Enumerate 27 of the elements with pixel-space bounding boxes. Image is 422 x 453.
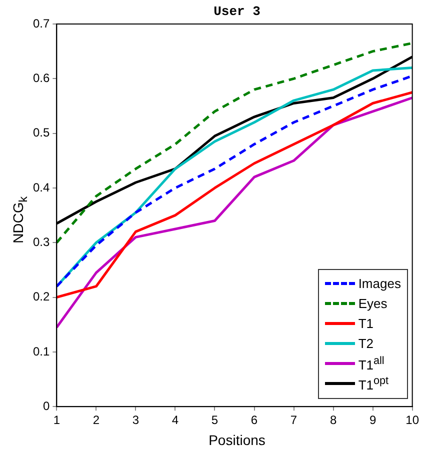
x-tick-label: 4 (172, 413, 179, 428)
legend-label: T1$^{all}$ (358, 354, 384, 372)
y-tick-label: 0.3 (32, 234, 50, 249)
legend-label: T2 (358, 336, 374, 352)
legend-label: Eyes (358, 296, 388, 312)
y-tick-label: 0.6 (32, 70, 50, 85)
y-tick-label: 0.4 (32, 180, 50, 194)
y-tick-label: 0 (42, 398, 50, 413)
x-tick-label: 8 (330, 413, 337, 428)
x-tick-label: 7 (290, 413, 298, 428)
y-tick-label: 0.7 (32, 16, 50, 30)
x-tick-label: 5 (211, 413, 218, 428)
y-tick-label: 0.2 (32, 290, 50, 304)
x-tick-label: 9 (369, 413, 376, 428)
y-tick-label: 0.1 (32, 344, 50, 358)
x-tick-label: 10 (406, 413, 420, 428)
x-tick-label: 3 (132, 413, 140, 428)
x-tick-label: 6 (250, 413, 258, 428)
legend-label: T1 (358, 316, 374, 332)
line-series (56, 42, 412, 244)
x-axis-title: Positions (208, 432, 266, 448)
y-tick-label: 0.5 (32, 126, 50, 140)
x-tick-label: 1 (53, 413, 60, 428)
x-tick-label: 2 (92, 413, 100, 428)
legend-label: Images (358, 276, 401, 292)
legend-label: T1$^{opt}$ (358, 374, 389, 392)
chart-title: User 3 (212, 4, 262, 19)
